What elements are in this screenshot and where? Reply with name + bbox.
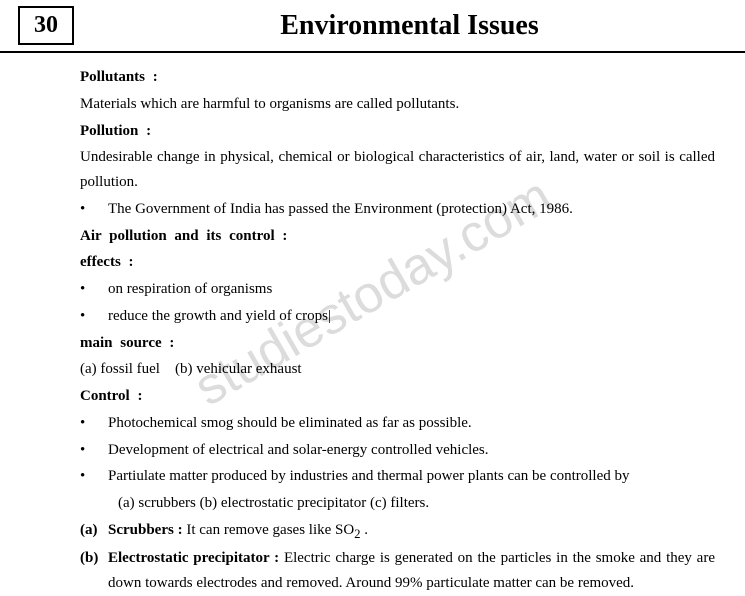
bullet-text: Partiulate matter produced by industries…: [108, 464, 630, 489]
chapter-number-box: 30: [18, 6, 74, 45]
header-row: 30 Environmental Issues: [0, 0, 745, 53]
bullet-text: Photochemical smog should be eliminated …: [108, 411, 472, 436]
subhead-pollution: Pollution :: [80, 119, 715, 144]
scrubbers-text: Scrubbers : It can remove gases like SO2…: [108, 518, 368, 545]
bullet-text: The Government of India has passed the E…: [108, 197, 573, 222]
label-a: (a): [80, 518, 108, 545]
bullet-dot-icon: •: [80, 464, 108, 489]
scrubbers-body-pre: It can remove gases like SO: [183, 522, 355, 538]
bullet-control-1: • Photochemical smog should be eliminate…: [80, 411, 715, 436]
scrubbers-row: (a) Scrubbers : It can remove gases like…: [80, 518, 715, 545]
bullet-dot-icon: •: [80, 197, 108, 222]
bullet-control-2: • Development of electrical and solar-en…: [80, 438, 715, 463]
bullet-dot-icon: •: [80, 411, 108, 436]
page-title: Environmental Issues: [74, 0, 745, 51]
bullet-dot-icon: •: [80, 277, 108, 302]
subhead-main-source: main source :: [80, 331, 715, 356]
bullet-effect-2: • reduce the growth and yield of crops|: [80, 304, 715, 329]
subhead-pollutants: Pollutants :: [80, 65, 715, 90]
bullet-dot-icon: •: [80, 438, 108, 463]
source-a: (a) fossil fuel: [80, 357, 160, 382]
subhead-effects: effects :: [80, 250, 715, 275]
control-sub-options: (a) scrubbers (b) electrostatic precipit…: [118, 491, 715, 516]
text-pollution: Undesirable change in physical, chemical…: [80, 145, 715, 195]
bullet-dot-icon: •: [80, 304, 108, 329]
source-b: (b) vehicular exhaust: [175, 357, 302, 382]
subhead-air-pollution: Air pollution and its control :: [80, 224, 715, 249]
subhead-control: Control :: [80, 384, 715, 409]
scrubbers-head: Scrubbers :: [108, 522, 183, 538]
label-b: (b): [80, 546, 108, 596]
precipitator-text: Electrostatic precipitator : Electric ch…: [108, 546, 715, 596]
bullet-text: reduce the growth and yield of crops|: [108, 304, 331, 329]
scrubbers-body-post: .: [360, 522, 368, 538]
precipitator-row: (b) Electrostatic precipitator : Electri…: [80, 546, 715, 596]
bullet-govt-act: • The Government of India has passed the…: [80, 197, 715, 222]
content-body: Pollutants : Materials which are harmful…: [0, 53, 745, 596]
bullet-text: Development of electrical and solar-ener…: [108, 438, 489, 463]
bullet-control-3: • Partiulate matter produced by industri…: [80, 464, 715, 489]
precipitator-head: Electrostatic precipitator :: [108, 550, 279, 566]
source-options: (a) fossil fuel (b) vehicular exhaust: [80, 357, 715, 382]
text-pollutants: Materials which are harmful to organisms…: [80, 92, 715, 117]
bullet-text: on respiration of organisms: [108, 277, 272, 302]
bullet-effect-1: • on respiration of organisms: [80, 277, 715, 302]
